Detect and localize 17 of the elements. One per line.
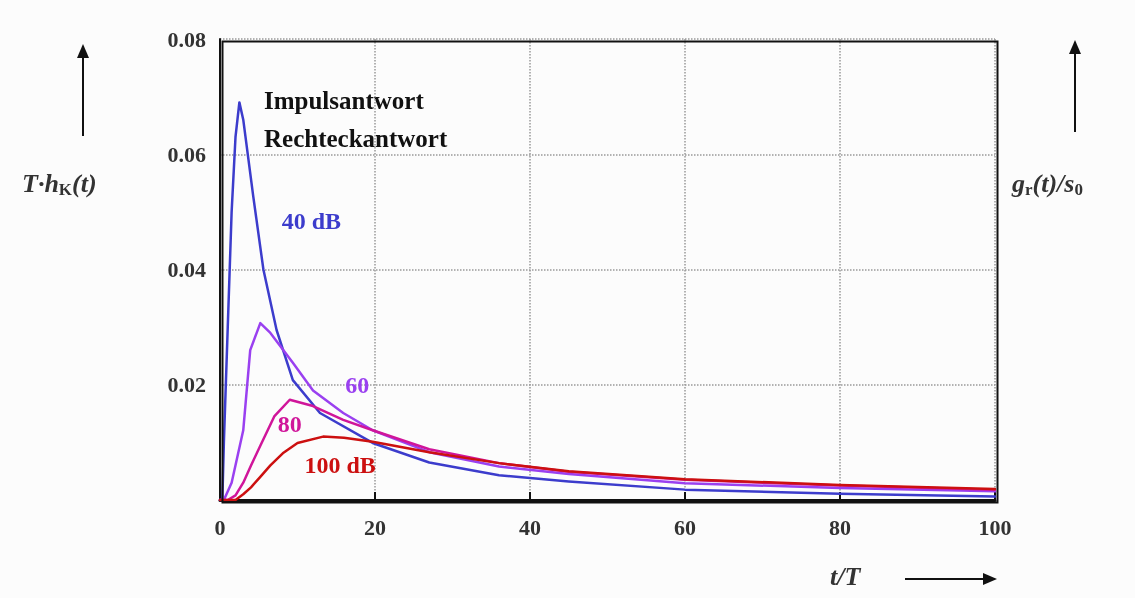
x-tick-label: 60 — [674, 514, 696, 540]
x-axis-title: t/T — [830, 561, 862, 591]
series-label: 80 — [277, 410, 302, 437]
x-tick-label: 20 — [364, 514, 386, 540]
y-tick-label: 0.06 — [167, 141, 206, 167]
y-tick-label: 0.08 — [167, 26, 206, 52]
x-tick-label: 40 — [519, 514, 541, 540]
x-tick-label: 80 — [829, 514, 851, 540]
series-label: 40 dB — [281, 208, 342, 235]
series-label: 60 — [345, 372, 370, 399]
series-label: 100 dB — [304, 451, 376, 478]
x-tick-label: 0 — [214, 514, 226, 540]
y-tick-label: 0.04 — [167, 257, 206, 282]
annotation: Impulsantwort — [264, 87, 425, 114]
y-tick-label: 0.02 — [167, 372, 206, 398]
annotation: Rechteckantwort — [264, 125, 448, 152]
x-tick-label: 100 — [978, 514, 1012, 540]
